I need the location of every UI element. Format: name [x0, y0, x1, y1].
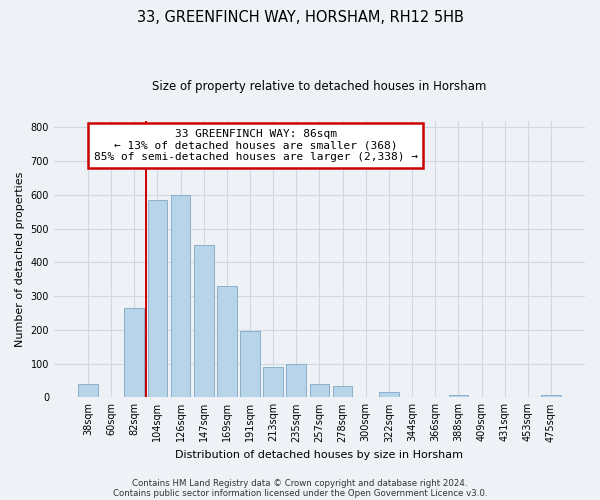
Text: Contains HM Land Registry data © Crown copyright and database right 2024.: Contains HM Land Registry data © Crown c… [132, 478, 468, 488]
Bar [310, 384, 329, 398]
Bar [78, 384, 98, 398]
Bar [148, 200, 167, 398]
Bar [379, 392, 399, 398]
X-axis label: Distribution of detached houses by size in Horsham: Distribution of detached houses by size … [175, 450, 463, 460]
Bar [124, 308, 144, 398]
Bar [194, 246, 214, 398]
Bar [541, 394, 561, 398]
Text: Contains public sector information licensed under the Open Government Licence v3: Contains public sector information licen… [113, 488, 487, 498]
Bar [449, 394, 468, 398]
Bar [217, 286, 236, 398]
Bar [263, 367, 283, 398]
Bar [170, 195, 190, 398]
Bar [333, 386, 352, 398]
Bar [240, 332, 260, 398]
Title: Size of property relative to detached houses in Horsham: Size of property relative to detached ho… [152, 80, 487, 93]
Text: 33, GREENFINCH WAY, HORSHAM, RH12 5HB: 33, GREENFINCH WAY, HORSHAM, RH12 5HB [137, 10, 463, 25]
Y-axis label: Number of detached properties: Number of detached properties [15, 171, 25, 346]
Text: 33 GREENFINCH WAY: 86sqm
← 13% of detached houses are smaller (368)
85% of semi-: 33 GREENFINCH WAY: 86sqm ← 13% of detach… [94, 129, 418, 162]
Bar [286, 364, 306, 398]
